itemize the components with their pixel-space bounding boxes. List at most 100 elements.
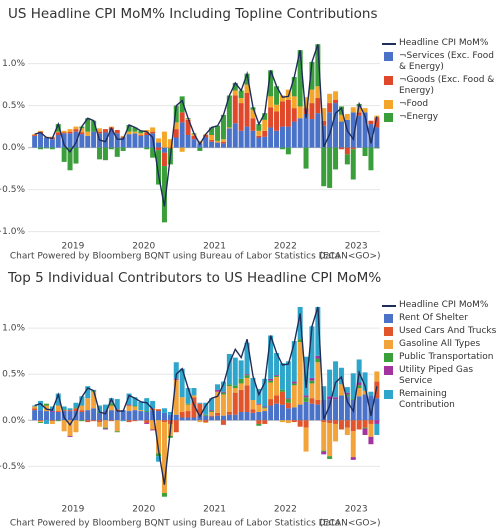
bar bbox=[191, 388, 197, 396]
bar bbox=[150, 127, 156, 132]
bar bbox=[303, 420, 309, 428]
bar bbox=[49, 420, 55, 422]
legend-marker bbox=[382, 38, 396, 49]
bar bbox=[327, 396, 333, 400]
bar bbox=[303, 114, 309, 148]
bar bbox=[291, 420, 297, 423]
bar bbox=[238, 103, 244, 131]
bar bbox=[156, 411, 162, 421]
bar bbox=[274, 353, 280, 376]
bar bbox=[203, 402, 209, 415]
bar bbox=[250, 412, 256, 421]
bar bbox=[215, 415, 221, 421]
bar bbox=[43, 147, 49, 149]
bar bbox=[350, 112, 356, 148]
bar-swatch bbox=[384, 327, 393, 336]
bar bbox=[49, 411, 55, 421]
bar-swatch bbox=[384, 340, 393, 349]
bar bbox=[215, 391, 221, 413]
bar-swatch bbox=[384, 52, 393, 61]
bar bbox=[114, 420, 120, 432]
x-tick-label: 2019 bbox=[61, 242, 84, 252]
bar bbox=[368, 420, 374, 424]
bar bbox=[167, 139, 173, 148]
bar bbox=[327, 103, 333, 113]
bar bbox=[297, 118, 303, 148]
bar bbox=[262, 136, 268, 148]
bar bbox=[291, 341, 297, 382]
line bbox=[34, 44, 378, 207]
bar bbox=[161, 166, 167, 223]
bar bbox=[156, 138, 162, 143]
legend-marker bbox=[382, 99, 396, 110]
bar bbox=[333, 103, 339, 148]
bar bbox=[32, 406, 38, 409]
bar bbox=[126, 131, 132, 135]
bar bbox=[179, 417, 185, 421]
bar bbox=[226, 95, 232, 128]
bar bbox=[32, 135, 38, 148]
bar bbox=[297, 420, 303, 427]
bar bbox=[203, 414, 209, 416]
bar bbox=[197, 140, 203, 144]
legend-entry: Headline CPI MoM% bbox=[382, 38, 498, 49]
bar bbox=[268, 107, 274, 128]
bar bbox=[138, 135, 144, 136]
bar bbox=[368, 120, 374, 125]
bar bbox=[309, 326, 315, 378]
bar bbox=[256, 403, 262, 405]
bar bbox=[156, 409, 162, 412]
bar bbox=[374, 423, 380, 435]
bar bbox=[333, 420, 339, 424]
bar bbox=[285, 126, 291, 148]
bar bbox=[232, 392, 238, 415]
bar bbox=[232, 95, 238, 124]
bar bbox=[226, 411, 232, 415]
bar bbox=[167, 411, 173, 415]
bar bbox=[85, 420, 91, 423]
bar bbox=[185, 135, 191, 148]
bar bbox=[262, 408, 268, 412]
y-tick-label: −0.5% bbox=[0, 462, 25, 472]
bar bbox=[268, 335, 274, 379]
bar-swatch bbox=[384, 100, 393, 109]
bar bbox=[279, 420, 285, 423]
bar bbox=[79, 405, 85, 411]
bar bbox=[55, 405, 61, 412]
bar bbox=[220, 139, 226, 142]
bar bbox=[226, 127, 232, 129]
legend-label: Headline CPI MoM% bbox=[399, 38, 489, 48]
bar bbox=[356, 385, 362, 389]
bar bbox=[344, 392, 350, 395]
bar bbox=[191, 417, 197, 421]
source: Chart Powered by Bloomberg BQNT using Bu… bbox=[10, 252, 340, 262]
bar bbox=[226, 414, 232, 421]
bar bbox=[350, 373, 356, 400]
bar bbox=[85, 131, 91, 136]
bar bbox=[161, 420, 167, 423]
bar bbox=[167, 420, 173, 424]
legend-marker bbox=[382, 339, 396, 350]
bar bbox=[173, 362, 179, 379]
bar bbox=[167, 414, 173, 421]
bar bbox=[315, 355, 321, 359]
bar bbox=[49, 139, 55, 148]
bar bbox=[108, 147, 114, 150]
bar bbox=[285, 99, 291, 127]
bar bbox=[333, 361, 339, 398]
bar bbox=[150, 429, 156, 431]
bar bbox=[297, 50, 303, 107]
bar bbox=[209, 411, 215, 412]
bar bbox=[309, 383, 315, 399]
bar bbox=[321, 422, 327, 451]
bar bbox=[374, 398, 380, 421]
bar bbox=[244, 385, 250, 412]
bar bbox=[374, 420, 380, 424]
bar bbox=[173, 414, 179, 421]
bar bbox=[362, 428, 368, 435]
bar bbox=[73, 126, 79, 130]
bar bbox=[321, 451, 327, 455]
bar bbox=[256, 135, 262, 138]
bar bbox=[279, 147, 285, 150]
bar bbox=[362, 147, 368, 156]
